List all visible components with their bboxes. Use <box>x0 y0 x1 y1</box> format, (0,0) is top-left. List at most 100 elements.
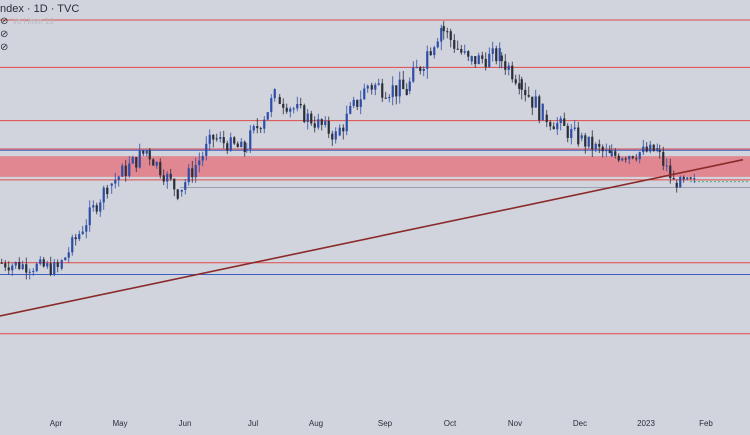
x-axis-layer: Apr May Jun Jul Aug Sep Oct Nov Dec 2023 Feb <box>50 419 714 428</box>
x-tick-label: Jun <box>179 419 192 428</box>
candle-up <box>580 135 583 139</box>
candle-up <box>292 108 295 110</box>
candle-up <box>71 237 74 253</box>
legend-row-2[interactable]: ⊘ <box>0 28 79 41</box>
candle-up <box>377 83 380 85</box>
candle-down <box>142 150 145 154</box>
candle-down <box>310 113 313 124</box>
candle-up <box>28 271 31 273</box>
resistance-zone <box>0 156 750 177</box>
candle-up <box>85 225 88 232</box>
candle-down <box>159 161 162 176</box>
candle-up <box>605 149 608 152</box>
candles-layer <box>0 21 696 280</box>
candle-down <box>601 146 604 152</box>
candle-down <box>682 176 685 180</box>
x-tick-label: Feb <box>699 419 713 428</box>
candle-down <box>518 83 521 89</box>
candle-up <box>359 99 362 107</box>
candle-down <box>453 39 456 49</box>
x-tick-label: May <box>112 419 127 428</box>
eye-off-icon[interactable]: ⊘ <box>0 15 9 27</box>
trendline[interactable] <box>0 158 744 317</box>
candle-up <box>422 68 425 71</box>
candle-down <box>591 136 594 150</box>
candle-down <box>236 143 239 148</box>
candle-down <box>331 133 334 140</box>
candle-down <box>504 61 507 70</box>
candle-down <box>56 262 59 268</box>
x-tick-label: Apr <box>50 419 63 428</box>
candle-up <box>352 99 355 106</box>
candle-up <box>155 161 158 166</box>
candle-up <box>656 148 659 151</box>
candle-down <box>405 89 408 96</box>
candle-down <box>429 51 432 56</box>
candle-up <box>35 263 38 272</box>
candle-up <box>665 165 668 167</box>
candle-up <box>440 27 443 42</box>
candle-up <box>166 173 169 182</box>
candle-up <box>67 252 70 258</box>
candle-down <box>598 143 601 147</box>
candle-up <box>92 205 95 208</box>
candle-up <box>64 257 67 261</box>
candle-up <box>679 176 682 188</box>
candle-down <box>4 263 7 268</box>
candle-up <box>642 146 645 153</box>
candle-down <box>652 144 655 151</box>
candle-up <box>138 150 141 168</box>
legend-row-1[interactable]: ⊘ Vo Hmm 18 <box>0 15 79 28</box>
candle-down <box>645 146 648 152</box>
candle-down <box>577 127 580 145</box>
eye-off-icon[interactable]: ⊘ <box>0 41 9 53</box>
candle-down <box>259 128 262 130</box>
candle-down <box>511 65 514 80</box>
x-tick-label: Dec <box>573 419 587 428</box>
candle-up <box>415 67 418 69</box>
candle-up <box>102 187 105 203</box>
candle-down <box>635 158 638 160</box>
candle-down <box>446 31 449 33</box>
candle-down <box>106 187 109 195</box>
candle-up <box>570 128 573 139</box>
candle-up <box>208 134 211 144</box>
candle-down <box>584 135 587 147</box>
candle-down <box>282 103 285 108</box>
candle-down <box>449 31 452 40</box>
candle-up <box>128 163 131 176</box>
candle-up <box>194 165 197 178</box>
candle-down <box>495 48 498 62</box>
candle-up <box>78 233 81 240</box>
candle-down <box>356 99 359 107</box>
legend-row-3[interactable]: ⊘ <box>0 41 79 54</box>
candle-up <box>289 108 292 112</box>
candle-down <box>500 55 503 62</box>
candle-up <box>46 263 49 267</box>
x-tick-label: Jul <box>248 419 258 428</box>
candle-up <box>117 176 120 181</box>
candle-down <box>419 67 422 71</box>
candle-down <box>320 119 323 125</box>
eye-off-icon[interactable]: ⊘ <box>0 28 9 40</box>
candle-down <box>520 79 523 90</box>
candle-up <box>263 119 266 129</box>
candle-up <box>245 149 248 151</box>
candle-down <box>25 264 28 273</box>
candle-up <box>587 136 590 147</box>
candle-up <box>252 126 255 131</box>
candle-down <box>384 97 387 99</box>
candle-down <box>176 189 179 199</box>
candle-down <box>303 105 306 123</box>
candle-down <box>327 120 330 134</box>
candle-down <box>148 150 151 160</box>
candle-up <box>541 103 544 121</box>
candle-up <box>477 55 480 65</box>
candle-up <box>638 152 641 160</box>
candle-up <box>306 113 309 123</box>
candle-down <box>631 156 634 159</box>
candle-up <box>426 51 429 69</box>
candle-down <box>169 173 172 179</box>
